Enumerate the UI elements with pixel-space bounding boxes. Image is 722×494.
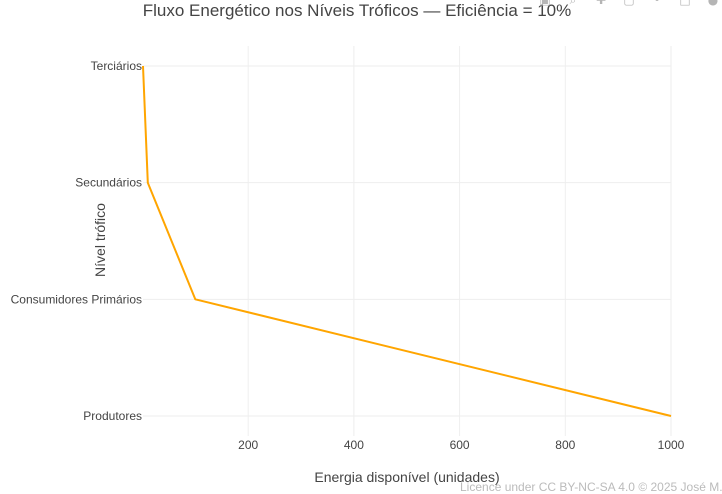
- y-tick-label: Terciários: [91, 59, 142, 73]
- x-tick-label: 600: [450, 438, 470, 452]
- x-tick-labels: 200 400 600 800 1000: [238, 438, 685, 452]
- license-text: Licence under CC BY-NC-SA 4.0 © 2025 Jos…: [460, 480, 722, 494]
- chart-title: Fluxo Energético nos Níveis Tróficos — E…: [143, 1, 572, 20]
- y-tick-label: Produtores: [83, 409, 142, 423]
- y-tick-label: Consumidores Primários: [11, 292, 142, 306]
- spike-icon[interactable]: •: [653, 0, 661, 7]
- x-tick-label: 1000: [658, 438, 685, 452]
- x-tick-label: 400: [344, 438, 364, 452]
- reset-icon[interactable]: ●: [707, 0, 719, 7]
- series-line[interactable]: [142, 65, 672, 417]
- y-tick-label: Secundários: [75, 176, 142, 190]
- y-axis-title: Nível trófico: [92, 203, 108, 277]
- x-tick-label: 200: [238, 438, 258, 452]
- camera-icon[interactable]: ▣: [539, 0, 551, 7]
- zoom-icon[interactable]: ⌕: [569, 0, 577, 7]
- autoscale-icon[interactable]: ▢: [623, 0, 635, 7]
- modebar: ▣ ⌕ ✚ ▢ • □ ●: [538, 0, 720, 8]
- y-tick-labels: Produtores Consumidores Primários Secundár…: [11, 59, 142, 423]
- zoom-in-icon[interactable]: □: [679, 0, 691, 7]
- series-layer[interactable]: [142, 65, 672, 417]
- grid-layer: [143, 46, 672, 436]
- pan-icon[interactable]: ✚: [595, 0, 607, 7]
- x-axis-title: Energia disponível (unidades): [314, 469, 499, 485]
- x-tick-label: 800: [555, 438, 575, 452]
